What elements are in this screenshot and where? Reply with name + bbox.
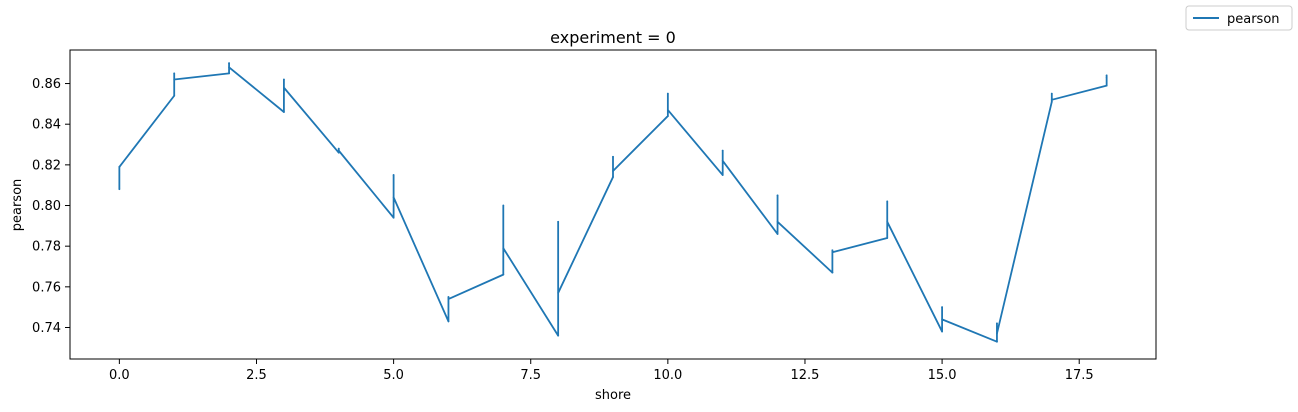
data-point bbox=[337, 151, 340, 154]
y-tick-label: 0.80 bbox=[32, 199, 61, 214]
data-point bbox=[447, 298, 450, 300]
x-tick-label: 17.5 bbox=[1065, 368, 1094, 383]
plot-background bbox=[70, 50, 1156, 359]
legend: pearson bbox=[1185, 5, 1293, 31]
data-point bbox=[502, 247, 505, 250]
data-point bbox=[941, 318, 943, 321]
data-point bbox=[996, 340, 998, 343]
chart-title: experiment = 0 bbox=[550, 28, 676, 47]
data-point bbox=[1105, 76, 1108, 79]
y-axis-label: pearson bbox=[10, 179, 25, 232]
y-tick-label: 0.86 bbox=[32, 77, 61, 92]
data-point bbox=[228, 66, 230, 69]
data-point bbox=[666, 115, 669, 117]
data-point bbox=[776, 194, 779, 197]
data-point bbox=[118, 165, 121, 168]
data-point bbox=[1050, 92, 1053, 95]
data-point bbox=[337, 147, 340, 150]
data-point bbox=[283, 86, 285, 89]
legend-box bbox=[1185, 5, 1293, 31]
data-point bbox=[392, 174, 395, 176]
data-point bbox=[612, 170, 614, 172]
data-point bbox=[173, 72, 176, 75]
data-point bbox=[612, 155, 614, 158]
data-point bbox=[776, 220, 779, 223]
series-line-pearson bbox=[118, 62, 1108, 343]
data-point bbox=[1105, 84, 1108, 87]
data-point bbox=[721, 149, 724, 152]
data-point bbox=[776, 233, 779, 235]
data-point bbox=[996, 332, 998, 335]
data-point bbox=[666, 92, 669, 95]
series-layer bbox=[118, 62, 1108, 343]
x-tick-label: 5.0 bbox=[383, 368, 404, 383]
x-tick-label: 12.5 bbox=[790, 368, 819, 383]
data-point bbox=[721, 159, 724, 162]
data-point bbox=[557, 334, 560, 337]
data-point bbox=[831, 249, 834, 252]
x-tick-label: 0.0 bbox=[109, 368, 130, 383]
data-point bbox=[283, 111, 285, 113]
data-point bbox=[886, 237, 889, 239]
data-point bbox=[831, 271, 834, 274]
x-axis-label: shore bbox=[595, 388, 631, 403]
data-point bbox=[886, 220, 889, 223]
data-point bbox=[831, 251, 834, 254]
data-point bbox=[941, 330, 943, 333]
data-point bbox=[447, 320, 450, 323]
data-point bbox=[283, 78, 285, 81]
data-point bbox=[228, 62, 230, 65]
data-point bbox=[612, 176, 614, 178]
y-axis-ticks: 0.74 0.76 0.78 0.80 0.82 0.84 0.86 bbox=[32, 77, 70, 336]
x-tick-label: 7.5 bbox=[520, 368, 541, 383]
data-point bbox=[173, 94, 176, 97]
data-point bbox=[392, 216, 395, 219]
y-tick-label: 0.84 bbox=[32, 118, 61, 133]
data-point bbox=[337, 149, 340, 152]
x-tick-label: 10.0 bbox=[653, 368, 682, 383]
y-tick-label: 0.76 bbox=[32, 280, 61, 295]
y-tick-label: 0.74 bbox=[32, 321, 61, 336]
data-point bbox=[996, 322, 998, 325]
data-point bbox=[1105, 74, 1108, 77]
data-point bbox=[941, 306, 943, 309]
data-point bbox=[228, 72, 230, 75]
x-tick-label: 2.5 bbox=[246, 368, 267, 383]
data-point bbox=[502, 204, 505, 207]
data-point bbox=[447, 296, 450, 298]
legend-label: pearson bbox=[1227, 12, 1280, 27]
y-tick-label: 0.78 bbox=[32, 240, 61, 255]
data-point bbox=[1050, 98, 1053, 101]
plot-frame bbox=[69, 49, 1157, 360]
data-point bbox=[173, 78, 176, 81]
data-point bbox=[118, 188, 121, 191]
x-axis-ticks: 0.0 2.5 5.0 7.5 10.0 12.5 15.0 17.5 bbox=[109, 359, 1094, 383]
data-point bbox=[1050, 100, 1053, 103]
data-point bbox=[392, 196, 395, 199]
data-point bbox=[557, 292, 560, 294]
y-tick-label: 0.82 bbox=[32, 158, 61, 173]
data-point bbox=[886, 200, 889, 203]
data-point bbox=[557, 220, 560, 223]
data-point bbox=[502, 273, 505, 276]
x-tick-label: 15.0 bbox=[928, 368, 957, 383]
data-point bbox=[721, 174, 724, 176]
data-point bbox=[666, 109, 669, 111]
